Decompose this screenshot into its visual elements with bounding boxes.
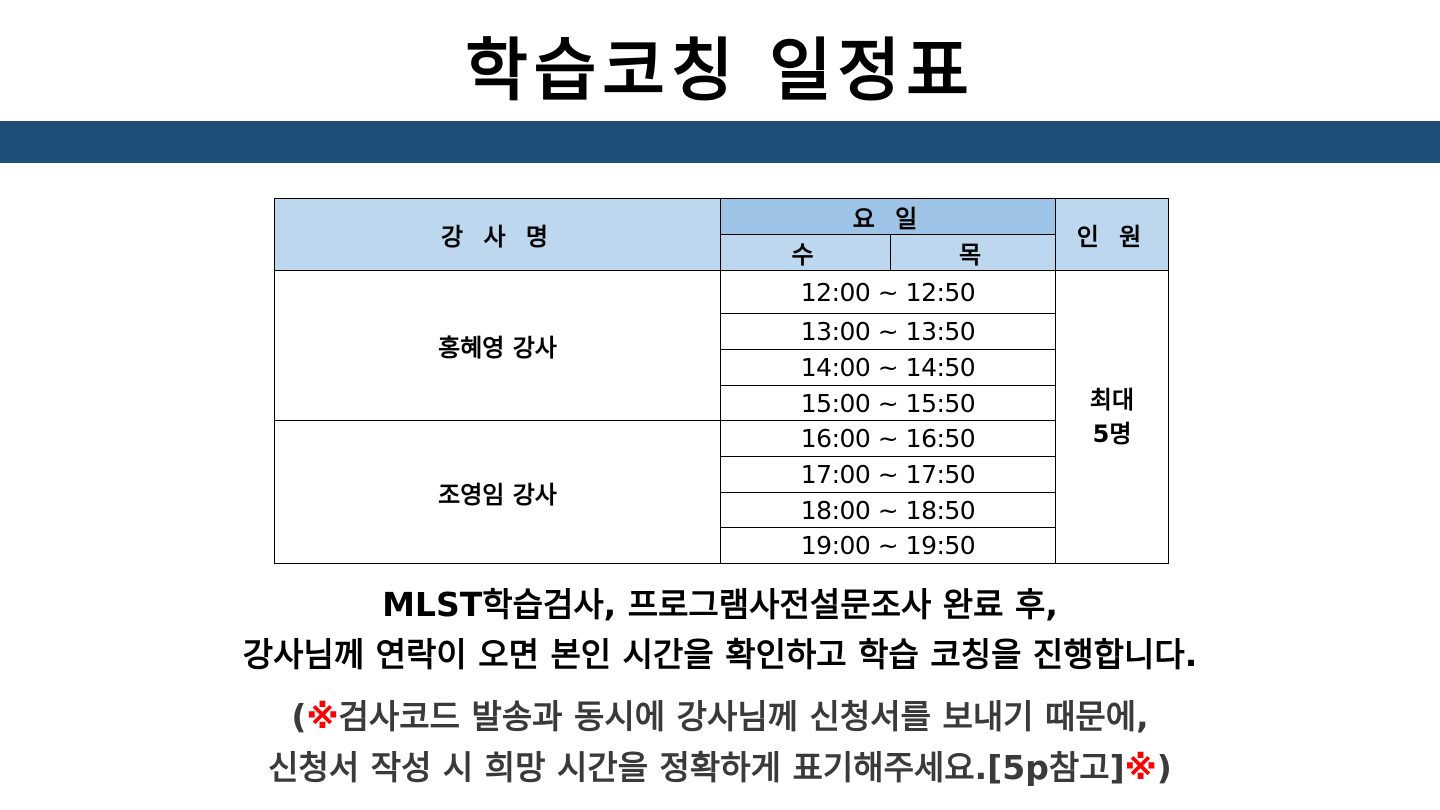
message-line1: MLST학습검사, 프로그램사전설문조사 완료 후, — [382, 585, 1058, 624]
time-slot: 12:00 ~ 12:50 — [719, 270, 1057, 314]
reference-mark-icon: ※ — [1124, 748, 1157, 787]
capacity-cell: 최대 5명 — [1055, 270, 1170, 564]
message-line2: 강사님께 연락이 오면 본인 시간을 확인하고 학습 코칭을 진행합니다. — [242, 635, 1198, 674]
time-slot: 14:00 ~ 14:50 — [719, 349, 1057, 386]
capacity-line2: 5명 — [1092, 420, 1132, 448]
note-line2: 신청서 작성 시 희망 시간을 정확하게 표기해주세요.[5p참고]※) — [0, 743, 1440, 793]
header-day: 요 일 — [719, 198, 1057, 235]
note-text1: 검사코드 발송과 동시에 강사님께 신청서를 보내기 때문에, — [338, 697, 1149, 736]
time-slot: 17:00 ~ 17:50 — [719, 456, 1057, 493]
header-thu: 목 — [889, 234, 1057, 271]
capacity-line1: 최대 — [1089, 386, 1135, 414]
header-capacity: 인 원 — [1055, 198, 1170, 271]
note-open-paren: ( — [291, 697, 307, 736]
time-slot: 13:00 ~ 13:50 — [719, 313, 1057, 350]
schedule-table: 강 사 명 요 일 인 원 수 목 홍혜영 강사 12:00 ~ 12:50 최… — [274, 198, 1170, 564]
note-close-paren: ) — [1156, 748, 1172, 787]
title-banner — [0, 121, 1440, 163]
page-title: 학습코칭 일정표 — [465, 32, 975, 111]
time-slot: 19:00 ~ 19:50 — [719, 527, 1057, 564]
header-instructor: 강 사 명 — [274, 198, 721, 271]
time-slot: 18:00 ~ 18:50 — [719, 492, 1057, 528]
time-slot: 15:00 ~ 15:50 — [719, 385, 1057, 421]
instructor-cell: 조영임 강사 — [274, 420, 721, 564]
note-line1: (※검사코드 발송과 동시에 강사님께 신청서를 보내기 때문에, — [0, 692, 1440, 742]
header-wed: 수 — [720, 234, 891, 271]
instructor-cell: 홍혜영 강사 — [274, 270, 721, 421]
reference-mark-icon: ※ — [306, 697, 339, 736]
time-slot: 16:00 ~ 16:50 — [719, 420, 1057, 457]
note-text2: 신청서 작성 시 희망 시간을 정확하게 표기해주세요.[5p참고] — [268, 748, 1125, 787]
